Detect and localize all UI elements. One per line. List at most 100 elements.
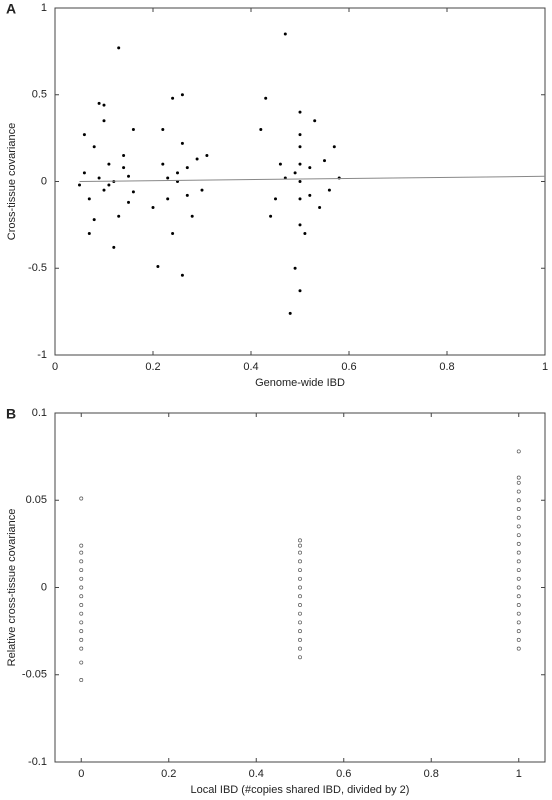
point	[107, 162, 111, 166]
point	[79, 660, 84, 665]
point	[323, 159, 326, 163]
point	[102, 188, 106, 192]
y-tick-label: 0.05	[26, 494, 47, 506]
point	[298, 629, 302, 634]
point	[79, 646, 84, 651]
point	[298, 603, 302, 607]
point	[79, 568, 84, 573]
point	[298, 110, 302, 114]
x-tick-label: 0.4	[249, 768, 264, 780]
x-tick-label: 1	[542, 361, 548, 373]
point	[171, 96, 175, 100]
y-tick-label: 1	[41, 2, 47, 14]
point	[180, 273, 184, 277]
point	[195, 157, 199, 161]
point	[78, 183, 81, 187]
point	[97, 101, 101, 105]
panel-label: A	[6, 1, 16, 17]
point	[298, 162, 302, 166]
point	[516, 541, 521, 546]
x-tick-label: 0.6	[341, 361, 356, 373]
point	[131, 190, 135, 194]
point	[298, 585, 302, 590]
point	[97, 176, 101, 180]
point	[79, 550, 84, 555]
point	[166, 176, 170, 180]
point	[516, 603, 521, 607]
y-tick-label: -0.05	[22, 669, 47, 681]
point	[180, 141, 184, 145]
x-tick-label: 0.2	[145, 361, 160, 373]
point	[200, 188, 204, 192]
point	[308, 193, 312, 197]
point	[87, 197, 91, 201]
point	[269, 214, 273, 218]
point	[171, 232, 175, 236]
point	[516, 524, 521, 529]
point	[274, 197, 277, 201]
x-tick-label: 0.2	[161, 768, 176, 780]
point	[87, 232, 91, 236]
point	[298, 145, 302, 149]
point	[298, 620, 302, 625]
point	[298, 197, 302, 201]
point	[516, 489, 521, 494]
point	[313, 119, 317, 123]
point	[79, 543, 84, 548]
point	[79, 611, 84, 616]
point	[516, 498, 521, 503]
y-tick-label: -0.5	[28, 262, 47, 274]
point	[516, 637, 521, 642]
point	[298, 223, 302, 227]
y-tick-label: 0.5	[32, 89, 47, 101]
point	[79, 559, 84, 564]
plot-frame	[54, 412, 546, 763]
point	[308, 166, 312, 170]
point	[117, 214, 121, 218]
point	[102, 103, 106, 107]
trend-line	[79, 175, 546, 182]
point	[327, 188, 331, 192]
point	[79, 594, 84, 599]
point	[298, 611, 302, 616]
point	[298, 594, 302, 599]
point	[122, 166, 126, 170]
point	[516, 585, 521, 590]
point	[516, 550, 521, 555]
point	[298, 568, 302, 573]
point	[122, 153, 126, 157]
point	[79, 603, 84, 607]
point	[92, 145, 96, 149]
point	[190, 214, 194, 218]
point	[79, 629, 84, 634]
point	[117, 46, 121, 50]
point	[516, 576, 521, 581]
point	[516, 475, 521, 480]
point	[127, 200, 130, 204]
point	[278, 162, 282, 166]
point	[516, 646, 521, 651]
point	[283, 32, 287, 36]
y-tick-label: 0	[41, 581, 47, 593]
x-axis-label: Genome-wide IBD	[255, 377, 345, 389]
point	[112, 245, 116, 249]
point	[516, 568, 521, 573]
point	[264, 96, 268, 100]
point	[166, 197, 170, 201]
point	[298, 543, 302, 548]
panel-label: B	[6, 406, 16, 422]
point	[205, 153, 209, 157]
point	[79, 678, 84, 682]
point	[131, 127, 135, 131]
point	[102, 119, 106, 123]
point	[516, 480, 521, 485]
point	[161, 127, 165, 131]
point	[259, 127, 263, 131]
point	[298, 550, 302, 555]
point	[293, 171, 297, 175]
point	[161, 162, 165, 166]
point	[176, 171, 179, 175]
point	[82, 133, 86, 137]
point	[156, 265, 160, 269]
